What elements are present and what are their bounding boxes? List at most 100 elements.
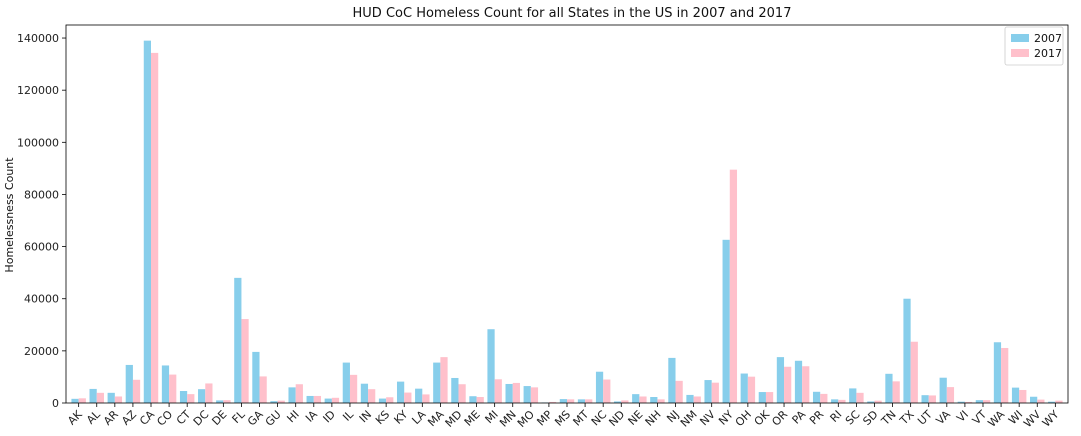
bar-mi-2007 bbox=[487, 329, 495, 403]
bar-nv-2017 bbox=[711, 382, 719, 403]
y-tick-label: 40000 bbox=[24, 293, 59, 306]
bar-me-2017 bbox=[476, 397, 484, 403]
bar-vi-2007 bbox=[957, 401, 965, 403]
legend-swatch-2017 bbox=[1011, 49, 1029, 57]
x-tick-label: RI bbox=[828, 408, 845, 425]
bar-mn-2007 bbox=[505, 383, 513, 403]
bar-ia-2007 bbox=[306, 395, 314, 403]
bar-fl-2017 bbox=[241, 319, 249, 403]
bar-nh-2017 bbox=[657, 399, 665, 403]
bar-id-2007 bbox=[324, 398, 332, 403]
x-tick-label: OH bbox=[733, 408, 754, 429]
bar-tn-2007 bbox=[885, 373, 893, 403]
bar-nj-2017 bbox=[675, 380, 683, 403]
x-tick-label: GA bbox=[245, 408, 266, 429]
y-axis-label: Homelessness Count bbox=[3, 157, 16, 273]
bar-wv-2017 bbox=[1037, 399, 1045, 403]
x-tick-label: MI bbox=[483, 408, 501, 426]
bar-or-2007 bbox=[776, 357, 785, 403]
x-tick-label: PR bbox=[807, 408, 827, 428]
legend-label-2007: 2007 bbox=[1034, 32, 1062, 45]
bar-va-2017 bbox=[946, 387, 955, 403]
bar-ks-2017 bbox=[386, 397, 394, 403]
bar-ms-2017 bbox=[567, 399, 575, 403]
x-tick-label: AK bbox=[65, 407, 85, 427]
x-tick-label: WA bbox=[985, 408, 1007, 430]
bar-ut-2017 bbox=[928, 395, 936, 403]
bar-ga-2017 bbox=[259, 376, 267, 403]
bar-ca-2007 bbox=[143, 40, 151, 403]
x-tick-label: LA bbox=[409, 408, 428, 427]
bar-ct-2007 bbox=[179, 391, 188, 403]
bar-wy-2007 bbox=[1048, 401, 1056, 403]
x-tick-label: CO bbox=[154, 408, 175, 429]
bar-wy-2017 bbox=[1055, 400, 1063, 403]
x-tick-label: VA bbox=[934, 408, 954, 428]
bar-wi-2007 bbox=[1011, 387, 1020, 403]
x-tick-label: NY bbox=[716, 408, 736, 428]
bar-ri-2017 bbox=[838, 399, 846, 403]
bar-vi-2017 bbox=[964, 401, 973, 403]
bar-de-2007 bbox=[216, 400, 224, 403]
x-tick-label: TN bbox=[878, 408, 898, 428]
bar-la-2007 bbox=[415, 388, 423, 403]
bar-mi-2017 bbox=[494, 379, 502, 403]
x-tick-label: UT bbox=[915, 408, 935, 428]
bar-dc-2017 bbox=[205, 383, 213, 403]
x-tick-label: DE bbox=[209, 408, 229, 428]
bar-tx-2007 bbox=[903, 298, 911, 403]
x-tick-label: CT bbox=[174, 408, 194, 428]
y-tick-label: 120000 bbox=[17, 84, 59, 97]
chart-title: HUD CoC Homeless Count for all States in… bbox=[353, 6, 792, 21]
bar-ia-2017 bbox=[313, 395, 322, 403]
y-tick-label: 20000 bbox=[24, 345, 59, 358]
y-tick-label: 80000 bbox=[24, 188, 59, 201]
bar-la-2017 bbox=[422, 394, 430, 403]
bar-fl-2007 bbox=[234, 277, 242, 403]
x-tick-label: IL bbox=[340, 407, 356, 423]
bar-mo-2017 bbox=[530, 387, 539, 403]
bar-ga-2007 bbox=[252, 351, 260, 403]
bar-vt-2007 bbox=[975, 400, 983, 403]
bar-de-2017 bbox=[223, 400, 231, 403]
bar-nm-2007 bbox=[686, 394, 694, 403]
bar-nc-2007 bbox=[595, 371, 604, 403]
bar-ny-2007 bbox=[722, 239, 730, 403]
bar-mp-2017 bbox=[548, 401, 557, 403]
bar-ar-2007 bbox=[107, 392, 115, 403]
x-tick-label: SD bbox=[860, 408, 880, 428]
bar-oh-2017 bbox=[747, 376, 756, 403]
bar-nc-2017 bbox=[603, 379, 611, 403]
y-tick-label: 140000 bbox=[17, 32, 59, 45]
bar-in-2017 bbox=[368, 389, 376, 403]
bar-oh-2007 bbox=[740, 373, 748, 403]
x-tick-label: WI bbox=[1006, 408, 1025, 427]
bar-vt-2017 bbox=[982, 400, 991, 403]
bar-ar-2017 bbox=[114, 396, 123, 403]
x-tick-label: NH bbox=[643, 408, 664, 429]
bar-ut-2007 bbox=[921, 395, 929, 403]
bar-hi-2007 bbox=[288, 387, 296, 403]
bar-nd-2007 bbox=[614, 401, 622, 403]
bar-dc-2007 bbox=[198, 389, 206, 403]
bar-wv-2007 bbox=[1030, 396, 1038, 403]
bar-ky-2017 bbox=[404, 392, 412, 403]
bar-in-2007 bbox=[360, 383, 369, 403]
x-tick-label: CA bbox=[137, 408, 157, 428]
bar-ne-2017 bbox=[639, 396, 647, 403]
bar-nv-2007 bbox=[704, 380, 712, 403]
x-tick-label: NV bbox=[697, 408, 718, 429]
bar-wa-2017 bbox=[1001, 347, 1009, 403]
bar-wa-2007 bbox=[993, 342, 1002, 403]
bar-mo-2007 bbox=[523, 386, 531, 403]
x-tick-label: GU bbox=[263, 408, 284, 429]
y-tick-label: 0 bbox=[52, 397, 59, 410]
x-tick-label: MT bbox=[571, 408, 592, 429]
bar-ri-2007 bbox=[831, 399, 839, 403]
bar-az-2017 bbox=[132, 379, 141, 403]
y-tick-label: 60000 bbox=[24, 241, 59, 254]
x-tick-label: DC bbox=[191, 408, 212, 429]
legend-swatch-2007 bbox=[1011, 34, 1029, 42]
bar-md-2017 bbox=[458, 384, 466, 403]
